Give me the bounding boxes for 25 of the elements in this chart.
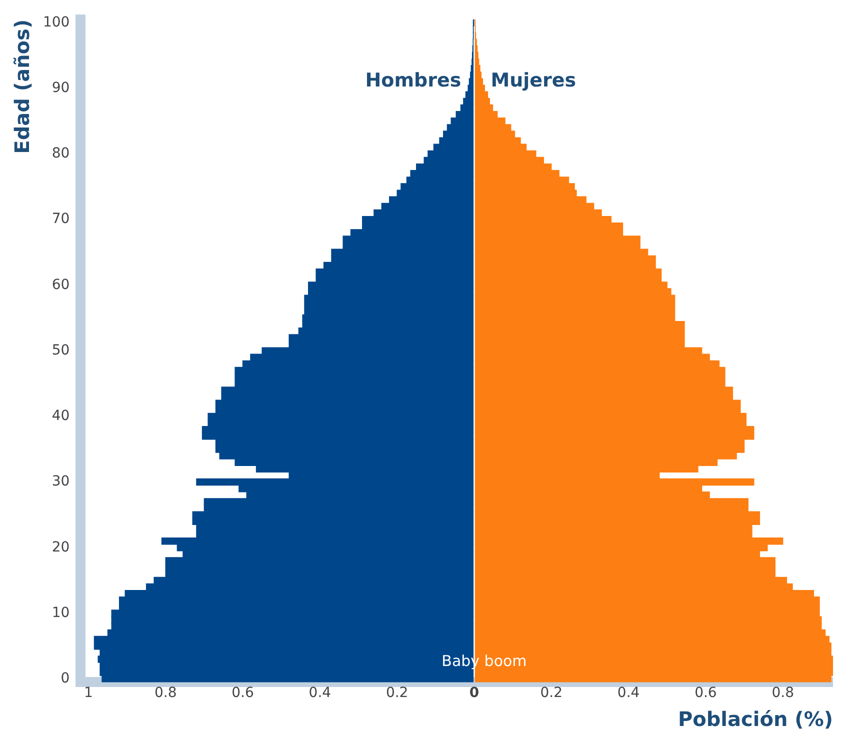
y-tick-label: 100: [42, 14, 70, 30]
y-tick-label: 10: [52, 604, 70, 621]
y-axis-title: Edad (años): [10, 19, 34, 154]
x-tick-label: 0.2: [540, 685, 563, 702]
y-tick-label: 30: [52, 474, 70, 490]
y-tick-label: 40: [52, 408, 70, 424]
x-tick-label: 0: [469, 685, 480, 702]
y-tick-label: 90: [52, 80, 70, 96]
y-tick-label: 20: [52, 539, 70, 556]
x-tick-label: 0.2: [386, 685, 408, 702]
x-tick-label: 0.6: [232, 685, 254, 702]
y-tick-label: 80: [52, 146, 70, 162]
x-tick-label: 0.8: [772, 685, 794, 702]
y-tick-label: 0: [60, 670, 70, 687]
y-tick-label: 70: [52, 211, 70, 228]
y-tick-label: 50: [52, 342, 70, 358]
x-axis-title: Población (%): [678, 707, 833, 732]
x-tick-label: 1: [84, 685, 93, 702]
y-tick-label: 60: [52, 276, 70, 293]
x-tick-label: 0.8: [154, 685, 177, 702]
x-tick-label: 0.4: [617, 685, 640, 702]
x-tick-label: 0.4: [308, 685, 332, 702]
series-label: Mujeres: [490, 69, 576, 92]
series-label: Hombres: [365, 69, 462, 92]
x-tick-label: 0.6: [694, 685, 717, 702]
